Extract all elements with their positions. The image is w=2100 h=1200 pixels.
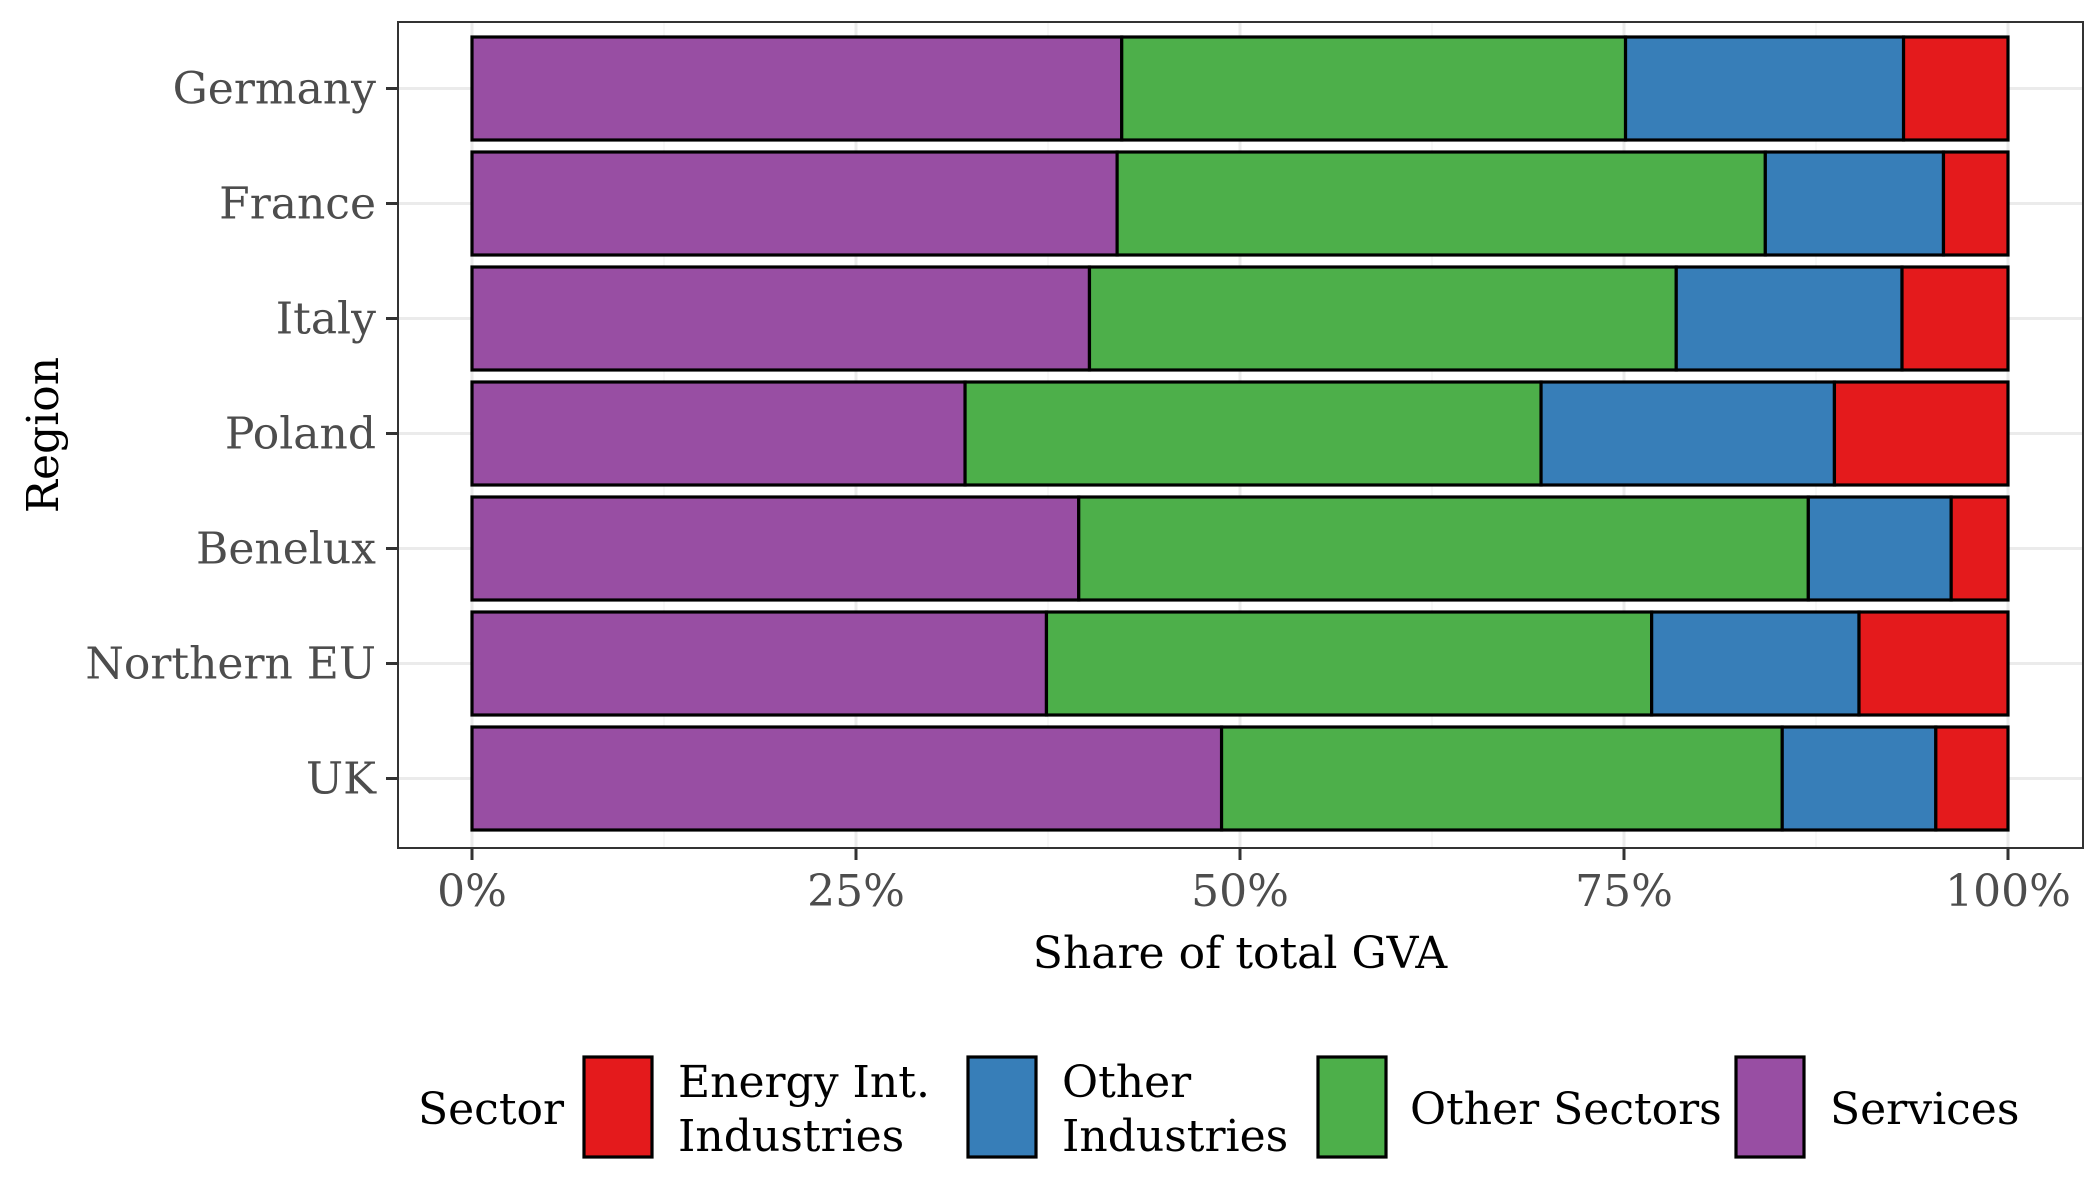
bar-segment xyxy=(1857,610,2010,717)
legend-label: Industries xyxy=(678,1111,904,1162)
legend-key xyxy=(1316,1055,1388,1159)
bar-segment xyxy=(470,265,1092,372)
x-tick-label: 0% xyxy=(437,866,507,917)
x-tick-label: 25% xyxy=(807,866,905,917)
x-tick-label: 75% xyxy=(1575,866,1673,917)
legend-key xyxy=(582,1055,654,1159)
legend-key xyxy=(966,1055,1038,1159)
bar-segment xyxy=(1934,725,2010,832)
bar-segment xyxy=(1115,150,1767,257)
bar-segment xyxy=(1077,495,1810,602)
bar-segment xyxy=(1674,265,1904,372)
bar-segment xyxy=(470,380,967,487)
legend: Sector Energy Int.IndustriesOtherIndustr… xyxy=(418,1055,2019,1162)
bar-segment xyxy=(1539,380,1837,487)
bar-segment xyxy=(1949,495,2010,602)
y-axis: Germany France Italy Poland Benelux Northern … xyxy=(85,64,398,805)
bar-segment xyxy=(470,35,1124,142)
bar-segment xyxy=(1806,495,1953,602)
x-axis: 0% 25% 50% 75% 100% xyxy=(437,848,2071,917)
x-axis-title: Share of total GVA xyxy=(1033,928,1449,979)
bar-segment xyxy=(1623,35,1906,142)
y-tick-label: Italy xyxy=(276,294,376,345)
legend-label: Other xyxy=(1062,1057,1192,1108)
y-tick-label: France xyxy=(219,179,376,230)
legend-label: Industries xyxy=(1062,1111,1288,1162)
x-tick-label: 100% xyxy=(1945,866,2071,917)
bar-segment xyxy=(1901,35,2010,142)
bar-segment xyxy=(1650,610,1861,717)
bar-segment xyxy=(1900,265,2010,372)
y-tick-label: Germany xyxy=(173,64,377,115)
y-tick-label: Northern EU xyxy=(85,639,376,690)
bar-segment xyxy=(1763,150,1946,257)
bar-segment xyxy=(470,150,1119,257)
y-tick-label: Poland xyxy=(225,409,376,460)
x-tick-label: 50% xyxy=(1191,866,1289,917)
bar-segment xyxy=(1941,150,2010,257)
legend-label: Services xyxy=(1830,1084,2019,1135)
bar-segment xyxy=(470,610,1049,717)
bar-segment xyxy=(1780,725,1938,832)
bar-segment xyxy=(1087,265,1678,372)
bar-segment xyxy=(1044,610,1654,717)
legend-label: Other Sectors xyxy=(1410,1084,1722,1135)
y-tick-label: UK xyxy=(306,754,377,805)
bar-segment xyxy=(1219,725,1784,832)
legend-label: Energy Int. xyxy=(678,1057,930,1108)
bar-segment xyxy=(470,725,1224,832)
y-tick-label: Benelux xyxy=(196,524,376,575)
bar-segment xyxy=(470,495,1081,602)
bar-segment xyxy=(963,380,1543,487)
legend-key xyxy=(1734,1055,1806,1159)
legend-title: Sector xyxy=(418,1084,565,1135)
bar-segment xyxy=(1120,35,1628,142)
bars xyxy=(470,35,2010,832)
bar-segment xyxy=(1832,380,2010,487)
y-axis-title: Region xyxy=(18,357,69,513)
